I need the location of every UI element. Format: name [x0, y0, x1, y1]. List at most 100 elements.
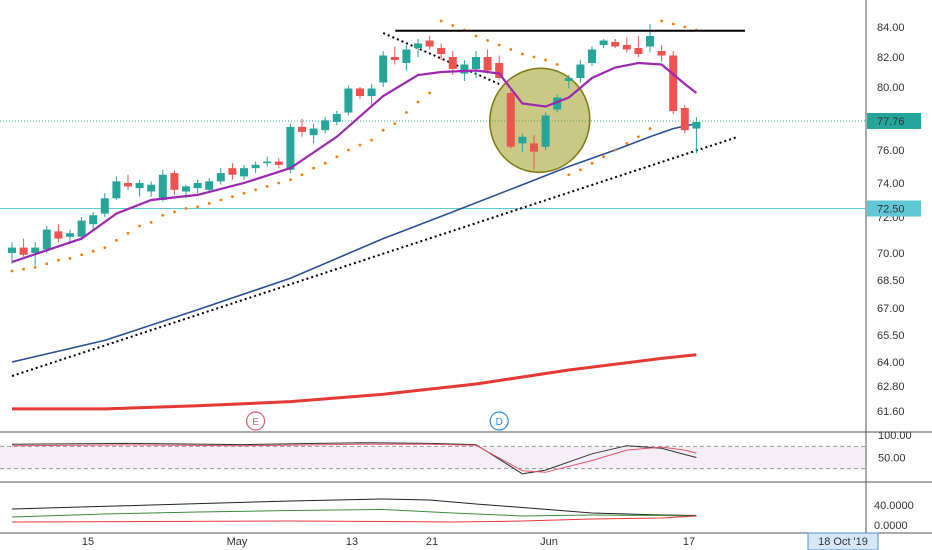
candle — [193, 179, 202, 194]
candle-body — [66, 233, 74, 237]
trend-line-1 — [382, 32, 500, 85]
candle — [263, 156, 272, 167]
psar-dot — [567, 173, 571, 177]
candle — [8, 242, 16, 264]
lower-panel-red-line — [11, 515, 697, 523]
psar-dot — [68, 257, 72, 260]
candle-body — [669, 55, 678, 111]
candle — [634, 36, 643, 57]
psar-dot — [196, 205, 200, 209]
candle-body — [599, 40, 608, 45]
candle-body — [8, 247, 16, 253]
candle-body — [390, 57, 399, 60]
lower-tick-0: 0.0000 — [874, 520, 908, 532]
last-price-badge — [867, 112, 921, 129]
candle — [251, 161, 260, 174]
candle-body — [170, 173, 179, 190]
candle-body — [611, 42, 620, 47]
candle — [77, 217, 86, 241]
y-tick-label: 74.00 — [877, 178, 905, 190]
candle — [437, 43, 446, 60]
psar-dot — [173, 210, 176, 214]
candle — [42, 226, 51, 253]
candle-body — [228, 168, 237, 175]
candle — [298, 118, 306, 137]
trend-line-0 — [11, 135, 739, 377]
candle-body — [437, 48, 446, 54]
y-tick-label: 62.80 — [877, 381, 905, 393]
candle — [564, 75, 573, 89]
psar-dot — [138, 224, 142, 228]
candle — [541, 112, 550, 150]
candle — [89, 211, 98, 230]
psar-dot — [428, 91, 431, 95]
psar-dot — [80, 253, 83, 257]
psar-dot — [393, 122, 397, 125]
candle — [240, 164, 248, 180]
y-tick-label: 65.50 — [877, 330, 905, 342]
psar-dot — [671, 22, 675, 26]
candle — [112, 176, 121, 200]
x-tick-label: Jun — [540, 536, 558, 548]
psar-dot — [219, 198, 223, 202]
candle-body — [472, 57, 480, 69]
psar-dot — [231, 195, 234, 199]
psar-dot — [347, 148, 350, 152]
y-tick-label: 82.00 — [877, 52, 905, 64]
candle — [692, 117, 701, 154]
psar-dot — [289, 178, 292, 182]
event-marker-D — [489, 411, 509, 431]
candle-body — [147, 184, 156, 192]
psar-dot — [45, 262, 49, 266]
last-price-label: 77.76 — [877, 116, 905, 128]
candle-body — [263, 161, 272, 164]
level-badge — [867, 200, 921, 217]
candle — [228, 163, 237, 180]
candle-body — [541, 115, 550, 147]
candle — [646, 24, 654, 53]
psar-dot — [579, 168, 582, 172]
psar-dot — [33, 266, 37, 269]
candle — [170, 169, 179, 195]
y-tick-label: 84.00 — [877, 22, 905, 34]
candle — [576, 60, 585, 83]
candle-body — [321, 120, 330, 131]
x-tick-label: 13 — [346, 536, 358, 548]
candle — [680, 105, 689, 134]
candle — [344, 85, 353, 116]
candle — [158, 169, 167, 202]
lower-panel-black-line — [11, 498, 697, 516]
candle — [553, 94, 562, 113]
candle — [356, 87, 364, 99]
candle-body — [332, 114, 341, 122]
psar-dot — [161, 213, 165, 217]
moving-average-slow — [12, 353, 697, 411]
x-tick-label: 17 — [683, 536, 695, 548]
candle-body — [286, 126, 295, 170]
candle-body — [251, 164, 260, 169]
psar-dot — [555, 63, 559, 66]
candle-body — [680, 108, 689, 131]
candle — [402, 45, 411, 71]
psar-dot — [126, 231, 130, 235]
psar-dot — [242, 191, 246, 195]
oscillator-k-line — [11, 442, 697, 475]
psar-dot — [602, 155, 605, 159]
oscillator-tick-50: 50.00 — [878, 453, 906, 465]
psar-dot — [381, 128, 385, 132]
candle-body — [42, 229, 51, 250]
candle-body — [193, 183, 202, 189]
psar-dot — [115, 239, 118, 242]
candle-body — [309, 128, 318, 136]
candle-body — [31, 247, 40, 253]
candle-body — [19, 247, 28, 255]
candle — [588, 46, 596, 66]
psar-dot — [532, 55, 536, 59]
candle — [599, 39, 608, 48]
candle — [321, 117, 330, 134]
psar-dot — [439, 19, 443, 23]
event-label: D — [496, 417, 503, 428]
candle-body — [564, 78, 573, 81]
psar-dot — [91, 249, 95, 253]
